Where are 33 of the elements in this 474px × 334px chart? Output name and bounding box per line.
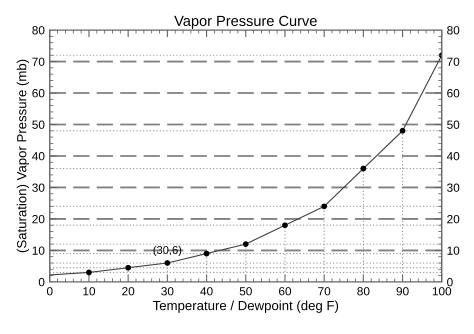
x-tick-label: 20 — [122, 287, 134, 296]
y-tick-label: 70 — [32, 58, 44, 66]
y2-tick-label: 10 — [448, 246, 460, 255]
x-tick-label: 40 — [200, 287, 213, 296]
y-tick-label: 60 — [32, 89, 44, 98]
y2-tick-label: 20 — [447, 214, 460, 224]
y-tick-label: 80 — [32, 26, 44, 34]
x-tick-label: 60 — [279, 287, 292, 296]
annotation: (30,6) — [154, 246, 182, 256]
y2-tick-label: 50 — [447, 120, 460, 129]
chart-title: Vapor Pressure Curve — [174, 16, 317, 29]
x-tick-label: 10 — [83, 287, 96, 296]
y-tick-label: 10 — [32, 246, 44, 255]
y2-tick-label: 40 — [446, 152, 460, 160]
y-tick-label: 0 — [38, 278, 44, 286]
y-tick-label: 40 — [32, 152, 44, 160]
y-axis-title: (Saturation) Vapor Pressure (mb) — [16, 60, 29, 252]
x-axis-title: Temperature / Dewpoint (deg F) — [152, 300, 338, 313]
x-tick-label: 70 — [318, 287, 330, 296]
y2-tick-label: 0 — [447, 278, 453, 286]
x-tick-label: 0 — [46, 287, 53, 296]
x-tick-label: 30 — [161, 287, 174, 296]
x-tick-label: 100 — [432, 287, 452, 296]
y-tick-label: 30 — [32, 183, 44, 192]
x-tick-label: 50 — [240, 287, 252, 296]
y2-tick-label: 30 — [447, 183, 460, 192]
y2-tick-label: 70 — [447, 58, 460, 66]
y-tick-label: 50 — [32, 120, 44, 129]
y-tick-label: 20 — [32, 214, 44, 224]
x-tick-label: 90 — [396, 287, 409, 296]
x-tick-label: 80 — [357, 287, 370, 296]
y2-tick-label: 60 — [447, 89, 460, 98]
y2-tick-label: 80 — [447, 26, 460, 34]
